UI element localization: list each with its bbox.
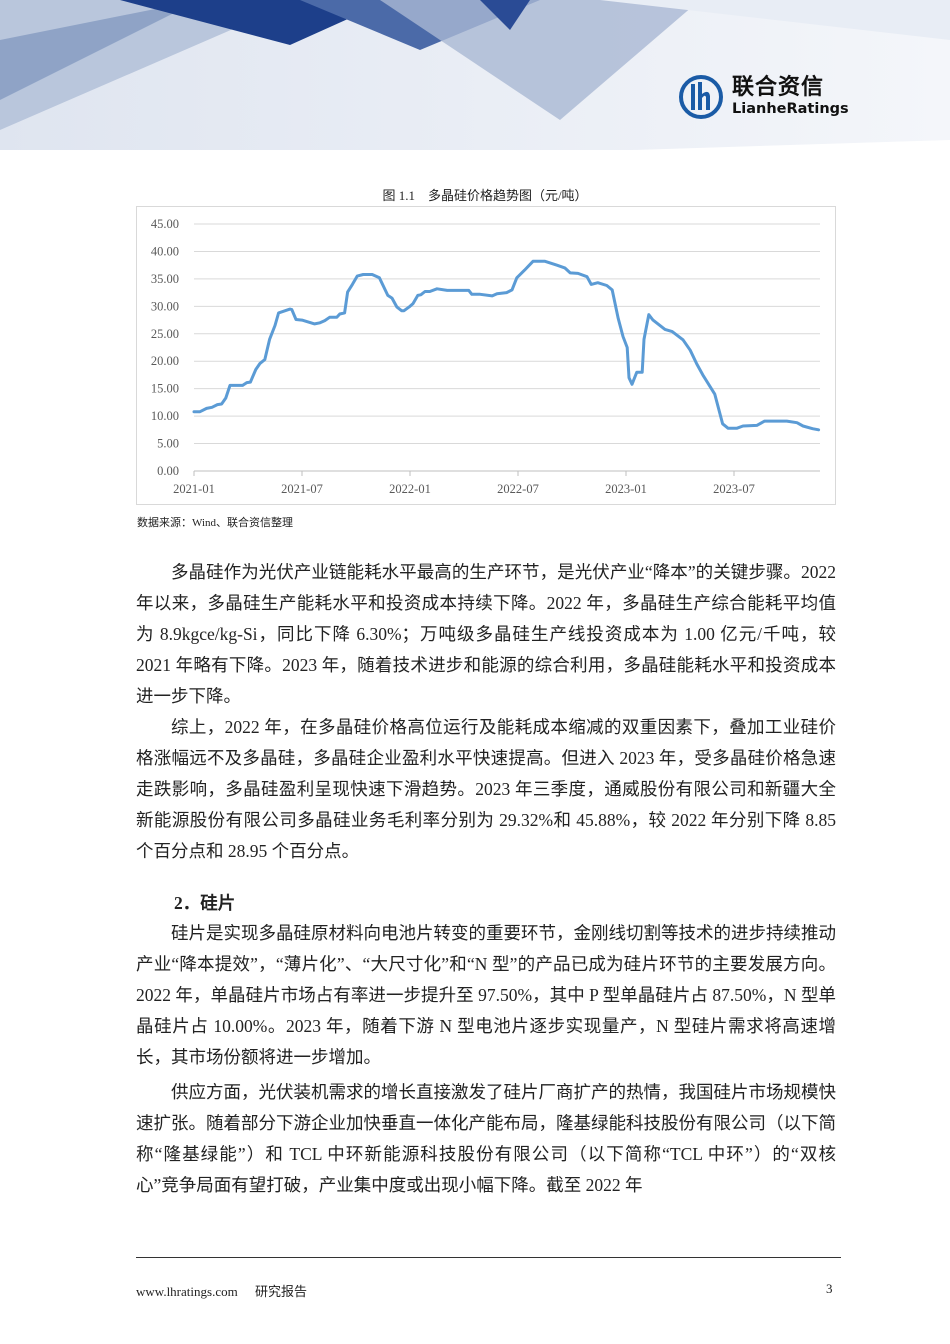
footer-left: www.lhratings.com 研究报告 [136, 1281, 321, 1300]
x-tick-label: 2021-01 [173, 482, 215, 496]
figure-title: 图 1.1 多晶硅价格趋势图（元/吨） [382, 188, 588, 203]
y-tick-label: 5.00 [157, 437, 179, 451]
y-tick-label: 40.00 [151, 244, 179, 258]
paragraph-4-text: 供应方面，光伏装机需求的增长直接激发了硅片厂商扩产的热情，我国硅片市场规模快速扩… [136, 1082, 836, 1195]
paragraph-2: 综上，2022 年，在多晶硅价格高位运行及能耗成本缩减的双重因素下，叠加工业硅价… [136, 712, 836, 867]
paragraph-3: 硅片是实现多晶硅原材料向电池片转变的重要环节，金刚线切割等技术的进步持续推动产业… [136, 918, 836, 1073]
header-decoration [0, 0, 950, 170]
logo-en-text: LianheRatings [732, 101, 849, 117]
y-tick-label: 35.00 [151, 272, 179, 286]
paragraph-4: 供应方面，光伏装机需求的增长直接激发了硅片厂商扩产的热情，我国硅片市场规模快速扩… [136, 1077, 836, 1201]
paragraph-2-text: 综上，2022 年，在多晶硅价格高位运行及能耗成本缩减的双重因素下，叠加工业硅价… [136, 717, 836, 861]
figure-source: 数据来源：Wind、联合资信整理 [137, 517, 293, 529]
x-tick-label: 2021-07 [281, 482, 323, 496]
paragraph-1: 多晶硅作为光伏产业链能耗水平最高的生产环节，是光伏产业“降本”的关键步骤。202… [136, 557, 836, 712]
footer-website[interactable]: www.lhratings.com [136, 1284, 238, 1299]
footer-divider [136, 1257, 841, 1258]
y-tick-label: 0.00 [157, 464, 179, 478]
y-tick-label: 10.00 [151, 409, 179, 423]
paragraph-1-text: 多晶硅作为光伏产业链能耗水平最高的生产环节，是光伏产业“降本”的关键步骤。202… [136, 562, 836, 706]
chart-frame [136, 206, 836, 505]
y-tick-label: 25.00 [151, 327, 179, 341]
lianhe-logo: 联合资信 LianheRatings [678, 74, 849, 120]
x-tick-label: 2022-07 [497, 482, 539, 496]
price-series-line [192, 259, 821, 432]
x-tick-label: 2023-01 [605, 482, 647, 496]
y-tick-label: 20.00 [151, 354, 179, 368]
y-tick-label: 30.00 [151, 299, 179, 313]
y-tick-label: 45.00 [151, 217, 179, 231]
footer-doc-type: 研究报告 [254, 1284, 307, 1299]
logo-cn-text: 联合资信 [732, 75, 825, 100]
section-heading: 2．硅片 [174, 893, 236, 913]
x-tick-label: 2023-07 [713, 482, 755, 496]
y-tick-label: 15.00 [151, 382, 179, 396]
page-number: 3 [826, 1281, 833, 1296]
lianhe-logo-icon [679, 75, 723, 119]
x-tick-label: 2022-01 [389, 482, 431, 496]
paragraph-3-text: 硅片是实现多晶硅原材料向电池片转变的重要环节，金刚线切割等技术的进步持续推动产业… [136, 923, 836, 1067]
price-trend-chart: 0.00 5.00 10.00 15.00 20.00 25.00 30.00 35.00 40… [151, 217, 821, 496]
